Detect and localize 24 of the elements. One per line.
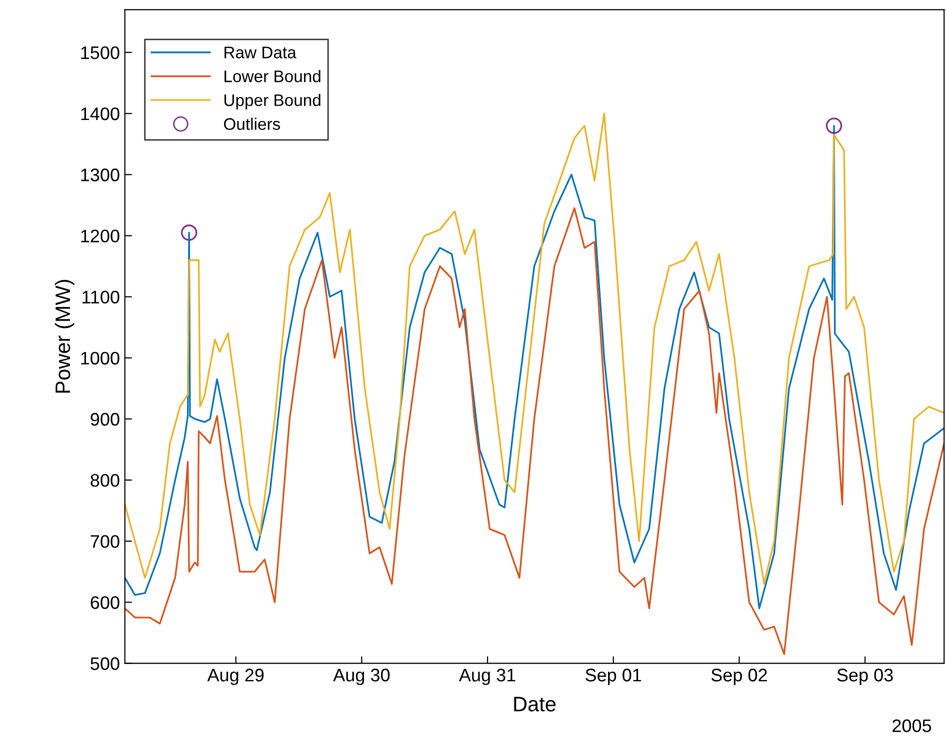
x-tick-label: Sep 02 xyxy=(711,668,767,686)
y-tick-label: 1200 xyxy=(81,230,120,242)
y-tick-label: 600 xyxy=(90,596,120,609)
legend-label: Upper Bound xyxy=(224,94,320,110)
y-tick-label: 1100 xyxy=(82,290,120,304)
y-tick-label: 500 xyxy=(90,657,120,670)
y-tick-label: 1400 xyxy=(81,107,120,120)
x-axis-title: Date xyxy=(514,696,556,712)
legend-label: Outliers xyxy=(224,118,280,130)
y-axis-title: Power (MW) xyxy=(54,280,74,393)
y-tick-label: 1300 xyxy=(81,168,120,182)
text: 2005 xyxy=(892,719,932,732)
y-tick-label: 800 xyxy=(90,474,120,487)
y-tick-label: 1000 xyxy=(81,352,120,365)
y-tick-label: 900 xyxy=(90,412,120,426)
legend-label: Raw Data xyxy=(224,46,296,58)
y-tick-label: 1500 xyxy=(81,46,120,60)
x-tick-label: Aug 30 xyxy=(333,668,390,686)
x-tick-label: Aug 29 xyxy=(207,668,264,686)
x-tick-label: Sep 03 xyxy=(837,668,893,686)
x-tick-label: Sep 01 xyxy=(586,668,642,686)
x-tick-label: Aug 31 xyxy=(458,668,516,686)
legend-label: Lower Bound xyxy=(224,70,320,82)
y-tick-label: 700 xyxy=(90,535,120,548)
